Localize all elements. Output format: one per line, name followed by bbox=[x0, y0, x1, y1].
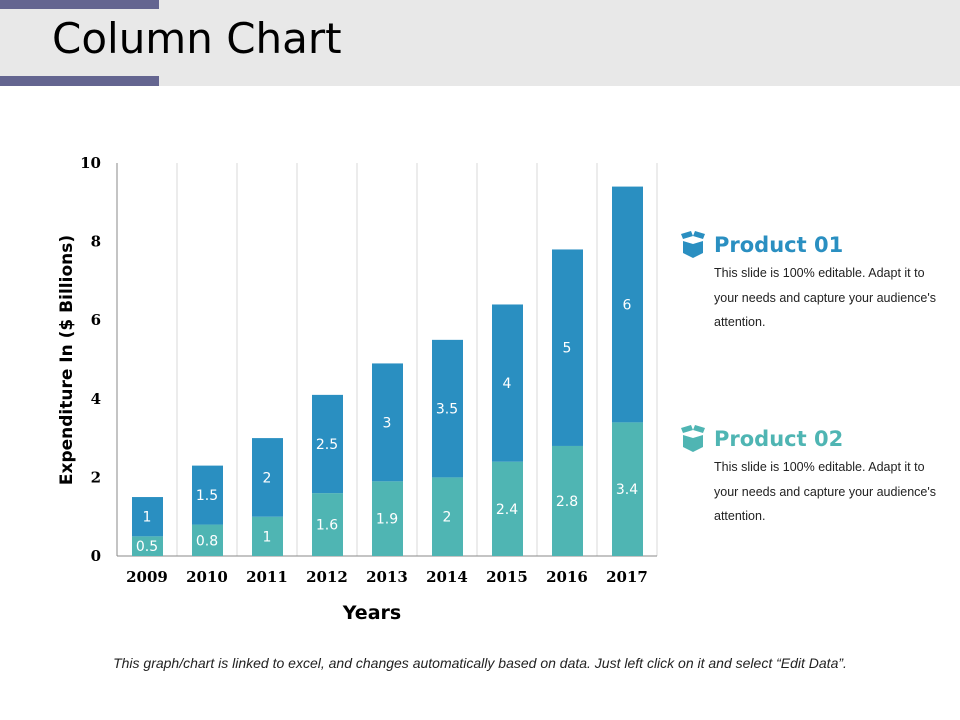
page-title: Column Chart bbox=[52, 14, 342, 63]
data-label: 0.5 bbox=[136, 539, 158, 555]
bar-product-01 bbox=[252, 438, 283, 517]
x-tick-label: 2014 bbox=[426, 568, 468, 586]
data-label: 3 bbox=[383, 415, 392, 431]
bar-product-02 bbox=[432, 477, 463, 556]
y-tick-label: 4 bbox=[91, 390, 101, 408]
legend-description: This slide is 100% editable. Adapt it to… bbox=[714, 460, 936, 523]
data-label: 5 bbox=[563, 341, 572, 357]
legend-description: This slide is 100% editable. Adapt it to… bbox=[714, 266, 936, 329]
x-tick-label: 2016 bbox=[546, 568, 588, 586]
bar-product-01 bbox=[492, 304, 523, 462]
data-label: 2 bbox=[263, 470, 272, 486]
y-tick-label: 0 bbox=[91, 547, 101, 565]
x-axis-title: Years bbox=[342, 602, 401, 624]
bar-product-01 bbox=[612, 186, 643, 423]
data-label: 4 bbox=[503, 376, 512, 392]
x-tick-label: 2009 bbox=[126, 568, 168, 586]
legend-label: Product 02 bbox=[714, 427, 844, 451]
bar-product-02 bbox=[252, 516, 283, 556]
box-icon bbox=[681, 231, 705, 258]
bar-product-02 bbox=[492, 461, 523, 556]
bar-product-02 bbox=[372, 481, 403, 556]
bar-product-01 bbox=[552, 249, 583, 446]
y-tick-label: 10 bbox=[80, 154, 101, 172]
bar-product-01 bbox=[372, 363, 403, 482]
bar-product-02 bbox=[192, 524, 223, 556]
y-tick-label: 2 bbox=[91, 468, 101, 486]
accent-bar-top bbox=[0, 0, 159, 9]
legend-product-01: Product 01 This slide is 100% editable. … bbox=[678, 230, 948, 335]
bar-product-01 bbox=[132, 497, 163, 537]
y-tick-label: 8 bbox=[91, 233, 101, 251]
bar-product-01 bbox=[192, 465, 223, 525]
footer-note: This graph/chart is linked to excel, and… bbox=[113, 655, 847, 671]
x-tick-label: 2013 bbox=[366, 568, 408, 586]
data-label: 2.5 bbox=[316, 437, 338, 453]
data-label: 2.8 bbox=[556, 494, 578, 510]
data-label: 1 bbox=[263, 529, 272, 545]
x-tick-label: 2012 bbox=[306, 568, 348, 586]
box-icon bbox=[681, 425, 705, 452]
data-label: 2 bbox=[443, 510, 452, 526]
y-tick-label: 6 bbox=[91, 311, 101, 329]
data-label: 6 bbox=[623, 297, 632, 313]
legend-product-02: Product 02 This slide is 100% editable. … bbox=[678, 424, 948, 529]
x-tick-label: 2015 bbox=[486, 568, 528, 586]
data-label: 0.8 bbox=[196, 533, 218, 549]
header: Column Chart bbox=[0, 0, 960, 86]
data-label: 3.4 bbox=[616, 482, 638, 498]
bar-product-02 bbox=[312, 493, 343, 556]
accent-bar-bottom bbox=[0, 76, 159, 86]
x-tick-label: 2011 bbox=[246, 568, 288, 586]
bar-product-02 bbox=[612, 422, 643, 556]
x-tick-label: 2017 bbox=[606, 568, 648, 586]
x-tick-label: 2010 bbox=[186, 568, 228, 586]
y-axis-title: Expenditure In ($ Billions) bbox=[57, 235, 77, 485]
legend-label: Product 01 bbox=[714, 233, 844, 257]
bar-product-02 bbox=[552, 445, 583, 556]
data-label: 2.4 bbox=[496, 502, 518, 518]
data-label: 1.5 bbox=[196, 488, 218, 504]
data-label: 1.6 bbox=[316, 518, 338, 534]
bar-product-01 bbox=[432, 339, 463, 478]
data-label: 1 bbox=[143, 510, 152, 526]
data-label: 1.9 bbox=[376, 512, 398, 528]
bar-product-02 bbox=[132, 536, 163, 556]
data-label: 3.5 bbox=[436, 402, 458, 418]
bar-product-01 bbox=[312, 394, 343, 494]
